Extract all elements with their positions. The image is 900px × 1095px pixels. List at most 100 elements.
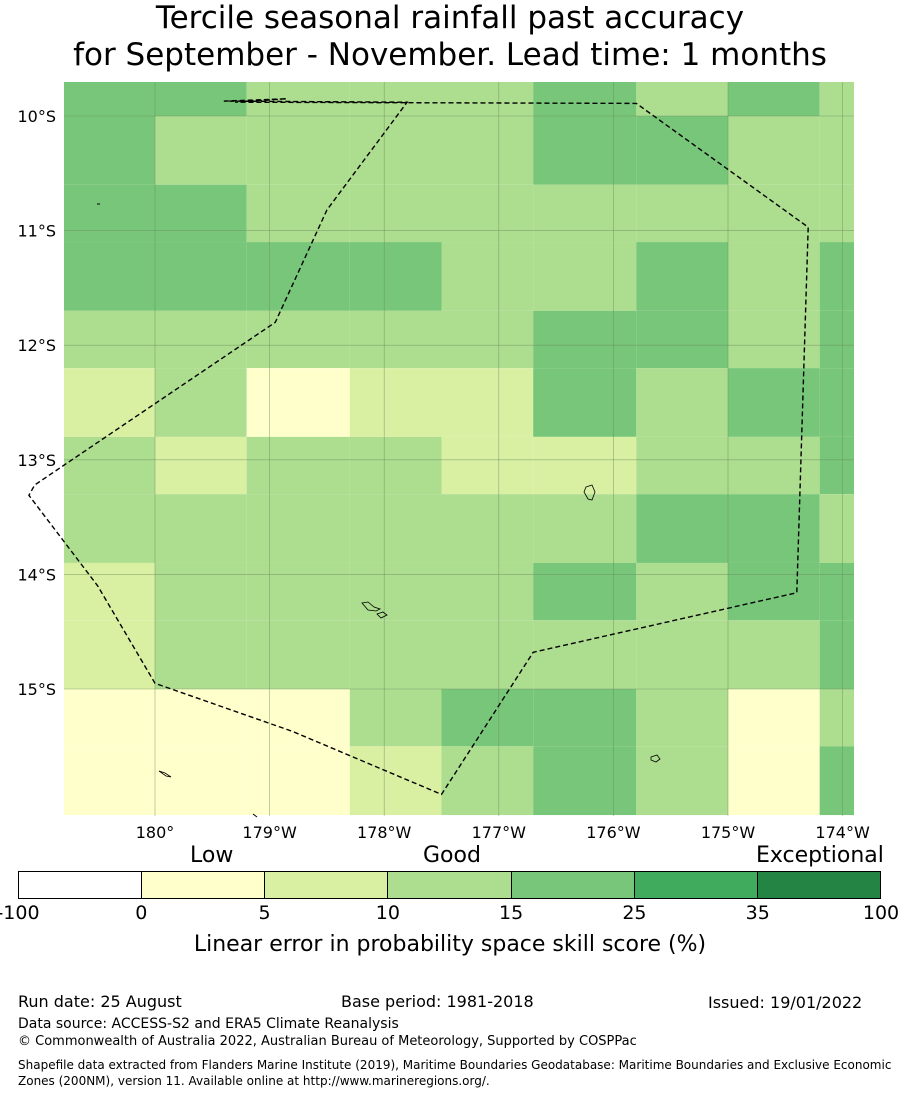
colorbar-segment [142, 872, 266, 898]
latitude-label: 13°S [17, 451, 56, 470]
grid-cell [246, 620, 350, 689]
colorbar-tick-label: 35 [745, 902, 770, 924]
latitude-label: 14°S [17, 565, 56, 584]
grid-cell [441, 368, 534, 437]
colorbar-segment [388, 872, 512, 898]
longitude-label: 177°W [472, 823, 527, 840]
grid-cell [819, 689, 854, 747]
grid-cell [155, 746, 247, 816]
grid-cell [728, 746, 820, 816]
grid-cell [64, 82, 155, 116]
shapefile-credit: Shapefile data extracted from Flanders M… [18, 1058, 892, 1088]
grid-cell [533, 746, 637, 816]
grid-cell [246, 82, 350, 116]
grid-cell [155, 562, 247, 621]
grid-cell [441, 242, 534, 311]
colorbar-word-low: Low [190, 843, 234, 868]
grid-cell [64, 368, 155, 437]
grid-cell [246, 689, 350, 747]
colorbar-tick-label: -100 [0, 902, 40, 924]
island-outline [158, 770, 172, 778]
grid-cell [819, 368, 854, 437]
longitude-label: 175°W [701, 823, 756, 840]
colorbar-tick-label: 10 [375, 902, 400, 924]
grid-cell [533, 82, 637, 116]
grid-cell [246, 436, 350, 495]
colorbar-segment [634, 872, 758, 898]
grid-cell [349, 310, 442, 369]
grid-cell [349, 436, 442, 495]
grid-cell [728, 242, 820, 311]
grid-cell [441, 620, 534, 689]
grid-cell [819, 746, 854, 816]
grid-cell [349, 242, 442, 311]
grid-cell [728, 562, 820, 621]
colorbar-tick-label: 5 [258, 902, 271, 924]
grid-cell [441, 562, 534, 621]
colorbar-tick-label: 25 [622, 902, 647, 924]
grid-cell [636, 746, 728, 816]
grid-cell [819, 82, 854, 116]
base-period: Base period: 1981-2018 [341, 992, 534, 1011]
grid-cell [636, 689, 728, 747]
grid-cell [349, 746, 442, 816]
colorbar [18, 871, 881, 899]
grid-cell [636, 494, 728, 563]
colorbar-tick-label: 0 [135, 902, 148, 924]
grid-cell [533, 436, 637, 495]
grid-cell [64, 184, 155, 243]
island-outlines [97, 203, 661, 818]
grid-cell [728, 436, 820, 495]
title-line-2: for September - November. Lead time: 1 m… [73, 37, 827, 73]
grid-cell [533, 494, 637, 563]
grid-cell [349, 562, 442, 621]
grid-cell [441, 689, 534, 747]
island-outline [583, 484, 596, 501]
grid-cell [64, 620, 155, 689]
grid-cell [155, 310, 247, 369]
colorbar-segment [757, 872, 880, 898]
grid-cell [155, 184, 247, 243]
grid-cell [441, 116, 534, 185]
grid-cell [155, 82, 247, 116]
grid-cell [64, 242, 155, 311]
grid-cell [533, 242, 637, 311]
grid-cell [728, 82, 820, 116]
issued-date: Issued: 19/01/2022 [708, 993, 863, 1012]
latitude-label: 10°S [17, 107, 56, 126]
island-outline [376, 611, 388, 619]
grid-cell [246, 368, 350, 437]
grid-cell [533, 562, 637, 621]
grid-cell [64, 494, 155, 563]
longitude-label: 178°W [357, 823, 412, 840]
latitude-label: 11°S [17, 222, 56, 241]
grid-cell [64, 746, 155, 816]
grid-cell [441, 310, 534, 369]
grid-cell [64, 689, 155, 747]
colorbar-segment [265, 872, 389, 898]
grid-cell [64, 562, 155, 621]
grid-cell [349, 368, 442, 437]
grid-cell [155, 242, 247, 311]
grid-cell [155, 368, 247, 437]
grid-cell [349, 494, 442, 563]
grid-cell [155, 689, 247, 747]
grid-cell [246, 184, 350, 243]
grid-cell [819, 310, 854, 369]
run-date: Run date: 25 August [18, 992, 182, 1011]
grid-cell [533, 116, 637, 185]
eez-boundary [28, 98, 809, 796]
grid-cell [246, 116, 350, 185]
grid-cell [533, 310, 637, 369]
colorbar-segment [19, 872, 143, 898]
grid-cell [349, 620, 442, 689]
grid-cell [533, 368, 637, 437]
longitude-label: 179°W [242, 823, 297, 840]
grid-cell [246, 562, 350, 621]
grid-cell [349, 689, 442, 747]
longitude-label: 174°W [815, 823, 870, 840]
grid-cell [819, 242, 854, 311]
grid-cell [636, 116, 728, 185]
grid-cell [155, 436, 247, 495]
grid-cell [819, 116, 854, 185]
